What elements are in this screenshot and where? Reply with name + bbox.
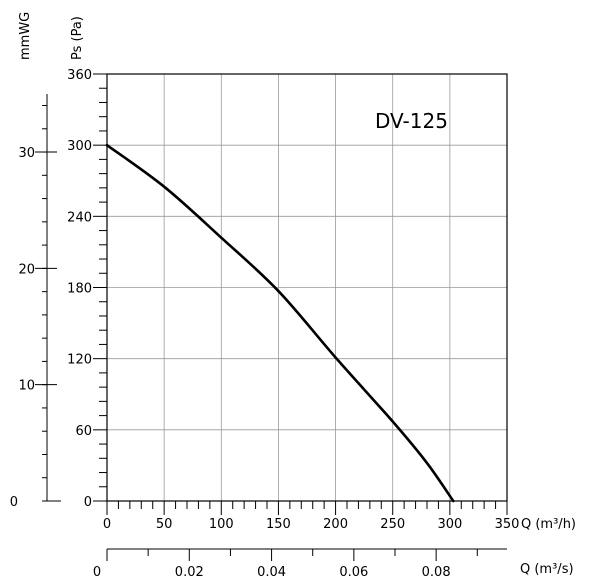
grid-lines [107, 74, 507, 501]
x-tick-label: 50 [156, 517, 173, 532]
y-tick-labels: 0 60 120 180 240 300 360 [67, 68, 92, 510]
x-tick-labels: 0 50 100 150 200 250 300 350 [103, 517, 520, 532]
x-tick-label: 0 [103, 517, 111, 532]
m3s-tick-label: 0 [93, 565, 101, 580]
mmwg-tick-label: 0 [10, 495, 18, 510]
y-tick-label: 300 [67, 139, 92, 154]
series-layer [107, 145, 453, 501]
x-tick-label: 100 [209, 517, 234, 532]
y-axis-title: Ps (Pa) [70, 16, 85, 60]
y-tick-label: 120 [67, 353, 92, 368]
series-line [107, 145, 453, 501]
m3s-tick-label: 0.06 [339, 565, 368, 580]
x-tick-label: 350 [495, 517, 520, 532]
x-tick-label: 200 [323, 517, 348, 532]
mmwg-tick-label: 20 [18, 262, 35, 277]
y-tick-label: 180 [67, 282, 92, 297]
m3s-axis: 0 0.02 0.04 0.06 0.08 [93, 549, 507, 580]
x-tick-label: 250 [380, 517, 405, 532]
m3s-tick-label: 0.08 [422, 565, 451, 580]
y2-axis-title: mmWG [18, 12, 33, 60]
x-axis-title: Q (m³/h) [521, 517, 576, 532]
mmwg-tick-label: 10 [18, 379, 35, 394]
y-tick-label: 240 [67, 210, 92, 225]
y-tick-label: 60 [75, 424, 92, 439]
y-tick-label: 360 [67, 68, 92, 83]
y-tick-label: 0 [84, 495, 92, 510]
m3s-tick-label: 0.04 [257, 565, 286, 580]
x-tick-label: 150 [266, 517, 291, 532]
x-tick-label: 300 [437, 517, 462, 532]
mmwg-tick-label: 30 [18, 146, 35, 161]
minor-ticks [93, 74, 507, 515]
x2-axis-title: Q (m³/s) [520, 562, 574, 577]
m3s-tick-label: 0.02 [175, 565, 204, 580]
mmwg-axis: 0 10 20 30 [10, 94, 61, 510]
model-label: DV-125 [375, 109, 448, 133]
